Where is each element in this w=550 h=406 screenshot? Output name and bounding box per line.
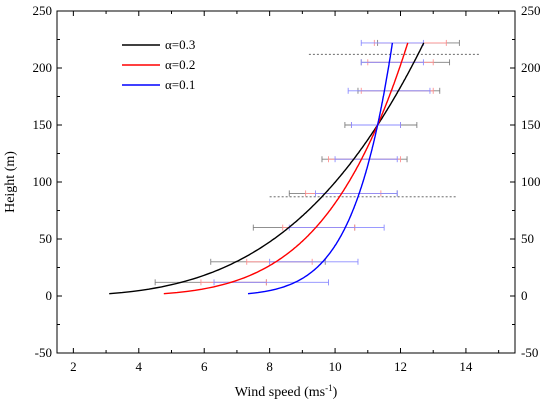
y-tick-label-right: 0	[521, 288, 528, 303]
x-axis-title-tail: )	[333, 385, 338, 400]
legend-label-1: α=0.2	[165, 57, 195, 72]
axis-ticks: 2 4 6 8 10 12 14 -50 -50 0 0 50 50 100 100 150 150 200 200…	[33, 3, 541, 374]
y-tick-label-right: 100	[521, 174, 541, 189]
profile-curve-0	[109, 42, 425, 295]
y-tick-label-right: 50	[521, 231, 534, 246]
legend-label-0: α=0.3	[165, 37, 195, 52]
x-tick-label: 8	[266, 359, 273, 374]
y-tick-label-right: 250	[521, 3, 541, 18]
legend: α=0.3 α=0.2 α=0.1	[122, 37, 195, 92]
x-axis-title-main: Wind speed (ms	[235, 385, 325, 400]
y-tick-label: 150	[33, 117, 53, 132]
y-tick-label: -50	[35, 345, 52, 360]
x-tick-label: 6	[201, 359, 208, 374]
x-tick-label: 12	[394, 359, 407, 374]
y-tick-label: 0	[46, 288, 53, 303]
profile-curve-2	[247, 42, 394, 295]
y-tick-label: 100	[33, 174, 53, 189]
profile-curves	[109, 42, 425, 295]
error-bars	[154, 39, 460, 286]
x-tick-label: 2	[70, 359, 77, 374]
y-axis-title: Height (m)	[3, 151, 18, 213]
y-tick-label: 200	[33, 60, 53, 75]
y-tick-label-right: 150	[521, 117, 541, 132]
legend-label-2: α=0.1	[165, 77, 195, 92]
y-tick-label: 50	[39, 231, 52, 246]
y-tick-label-right: -50	[521, 345, 538, 360]
x-tick-label: 4	[136, 359, 143, 374]
x-tick-label: 14	[459, 359, 473, 374]
y-tick-label-right: 200	[521, 60, 541, 75]
x-axis-title: Wind speed (ms-1)	[235, 383, 338, 400]
x-axis-title-sup: -1	[325, 383, 333, 393]
y-tick-label: 250	[33, 3, 53, 18]
plot-decorations	[269, 53, 480, 198]
profile-curve-1	[163, 42, 409, 295]
x-tick-label: 10	[329, 359, 342, 374]
